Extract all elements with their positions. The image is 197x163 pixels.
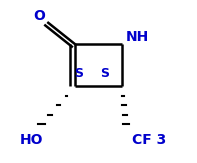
Text: S: S — [100, 67, 109, 80]
Text: NH: NH — [126, 30, 149, 44]
Text: HO: HO — [20, 133, 43, 147]
Text: O: O — [33, 9, 45, 23]
Text: CF 3: CF 3 — [132, 133, 166, 147]
Text: S: S — [74, 67, 83, 80]
